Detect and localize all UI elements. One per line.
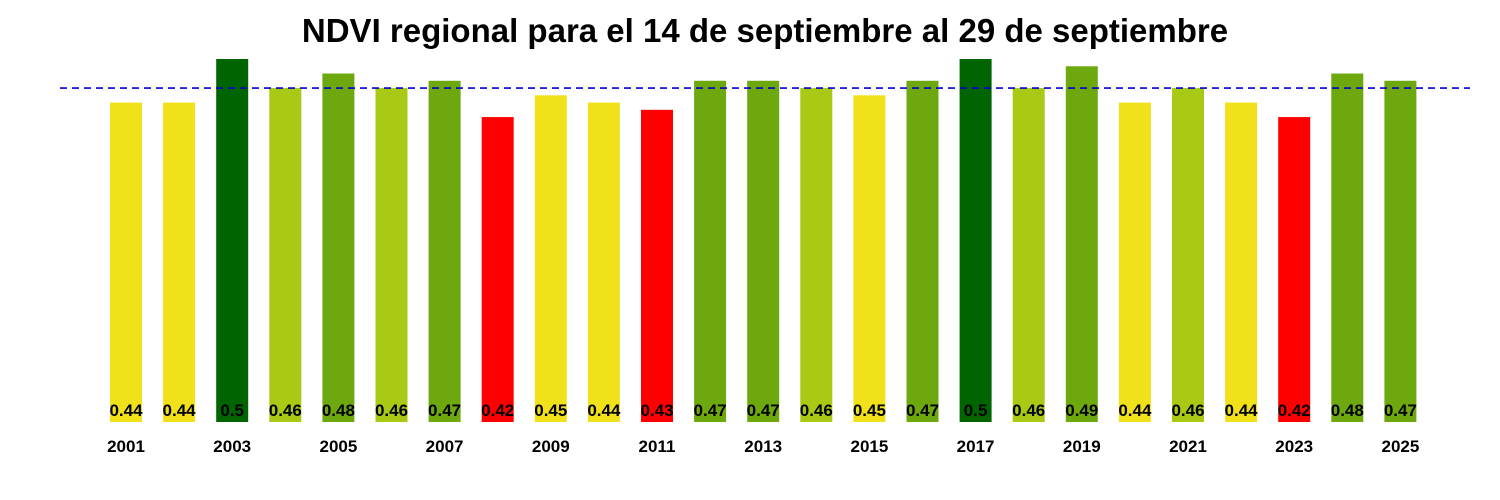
bar-2022 bbox=[1225, 102, 1258, 422]
bar-2012 bbox=[694, 80, 727, 422]
value-label-2021: 0.46 bbox=[1171, 401, 1204, 420]
x-tick-label-2019: 2019 bbox=[1063, 437, 1101, 456]
value-label-2020: 0.44 bbox=[1118, 401, 1152, 420]
x-tick-label-2003: 2003 bbox=[213, 437, 251, 456]
x-tick-label-2005: 2005 bbox=[319, 437, 357, 456]
value-label-2013: 0.47 bbox=[747, 401, 780, 420]
chart-title: NDVI regional para el 14 de septiembre a… bbox=[301, 12, 1229, 49]
bar-2006 bbox=[375, 88, 408, 422]
value-label-2019: 0.49 bbox=[1065, 401, 1098, 420]
value-label-2023: 0.42 bbox=[1278, 401, 1311, 420]
value-label-2017: 0.5 bbox=[964, 401, 988, 420]
bar-2024 bbox=[1331, 73, 1364, 423]
bar-2002 bbox=[163, 102, 196, 422]
value-label-2001: 0.44 bbox=[109, 401, 143, 420]
value-label-2011: 0.43 bbox=[640, 401, 673, 420]
bar-2009 bbox=[534, 95, 567, 423]
bar-2011 bbox=[641, 109, 673, 422]
value-label-2025: 0.47 bbox=[1384, 401, 1417, 420]
x-tick-label-2009: 2009 bbox=[532, 437, 570, 456]
x-tick-label-2021: 2021 bbox=[1169, 437, 1207, 456]
x-tick-label-2025: 2025 bbox=[1381, 437, 1419, 456]
x-tick-label-2013: 2013 bbox=[744, 437, 782, 456]
x-tick-label-2007: 2007 bbox=[426, 437, 464, 456]
value-label-2022: 0.44 bbox=[1225, 401, 1259, 420]
value-label-2024: 0.48 bbox=[1331, 401, 1364, 420]
bar-2020 bbox=[1118, 102, 1151, 422]
bar-2016 bbox=[906, 80, 939, 422]
bar-2004 bbox=[269, 88, 302, 422]
x-tick-label-2023: 2023 bbox=[1275, 437, 1313, 456]
value-label-2016: 0.47 bbox=[906, 401, 939, 420]
value-label-2010: 0.44 bbox=[587, 401, 621, 420]
value-label-2002: 0.44 bbox=[163, 401, 197, 420]
bar-2014 bbox=[800, 88, 833, 422]
value-label-2015: 0.45 bbox=[853, 401, 886, 420]
value-label-2018: 0.46 bbox=[1012, 401, 1045, 420]
bar-2001 bbox=[110, 102, 142, 422]
value-label-2007: 0.47 bbox=[428, 401, 461, 420]
value-label-2009: 0.45 bbox=[534, 401, 567, 420]
value-label-2014: 0.46 bbox=[800, 401, 833, 420]
value-label-2005: 0.48 bbox=[322, 401, 355, 420]
value-label-2006: 0.46 bbox=[375, 401, 408, 420]
bar-2025 bbox=[1384, 80, 1417, 422]
value-label-2004: 0.46 bbox=[269, 401, 302, 420]
x-tick-label-2011: 2011 bbox=[639, 437, 676, 456]
bar-2010 bbox=[587, 102, 620, 422]
bar-2019 bbox=[1065, 66, 1098, 422]
bar-2008 bbox=[481, 117, 514, 422]
x-tick-label-2015: 2015 bbox=[850, 437, 888, 456]
bar-2018 bbox=[1012, 88, 1045, 422]
bar-2023 bbox=[1278, 117, 1311, 422]
bar-2007 bbox=[428, 80, 461, 422]
bar-2015 bbox=[853, 95, 886, 423]
bar-2021 bbox=[1172, 88, 1204, 422]
value-label-2008: 0.42 bbox=[481, 401, 514, 420]
value-label-2012: 0.47 bbox=[694, 401, 727, 420]
bar-2013 bbox=[747, 80, 780, 422]
bar-2003 bbox=[216, 59, 249, 422]
x-tick-label-2001: 2001 bbox=[107, 437, 145, 456]
bar-2017 bbox=[959, 59, 992, 422]
bar-2005 bbox=[322, 73, 355, 423]
value-label-2003: 0.5 bbox=[220, 401, 244, 420]
x-tick-label-2017: 2017 bbox=[957, 437, 995, 456]
